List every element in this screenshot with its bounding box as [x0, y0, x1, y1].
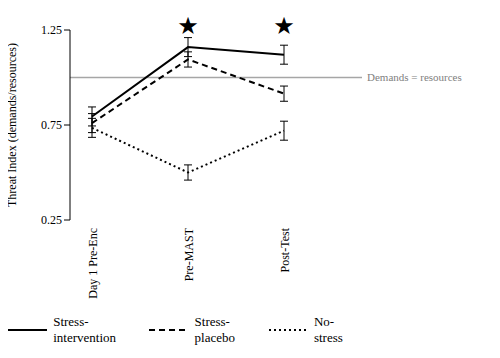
svg-text:Day 1 Pre-Enc: Day 1 Pre-Enc [86, 228, 100, 299]
svg-text:Post-Test: Post-Test [278, 227, 292, 272]
html-text:No-stress: No-stress [313, 314, 343, 345]
svg-text:★: ★ [177, 12, 199, 40]
svg-text:Demands = resources: Demands = resources [367, 71, 462, 83]
svg-text:Pre-MAST: Pre-MAST [182, 227, 196, 281]
svg-text:0.25: 0.25 [41, 213, 62, 227]
html-text:Stress-placebo: Stress-placebo [194, 314, 235, 345]
svg-text:0.75: 0.75 [41, 118, 62, 132]
html-text:Stress-intervention: Stress-intervention [53, 314, 116, 345]
svg-text:Threat Index (demands/resource: Threat Index (demands/resources) [8, 43, 19, 207]
svg-text:★: ★ [273, 12, 295, 40]
svg-text:1.25: 1.25 [41, 23, 62, 37]
